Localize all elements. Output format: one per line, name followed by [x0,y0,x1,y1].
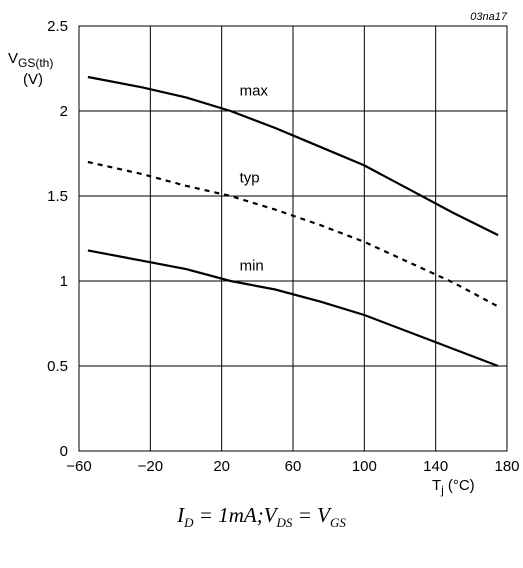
x-axis-label-sub: j [440,483,444,497]
test-condition: ID = 1mA;VDS = VGS [177,503,346,531]
series-min-line [87,249,499,368]
svg-text:VGS(th): VGS(th) [8,50,53,70]
y-tick-label: 2.5 [47,18,68,35]
series-max-line [87,75,499,237]
y-tick-label: 0.5 [47,358,68,375]
x-axis-label: Tj (°C) [432,477,475,497]
plot-frame [78,25,508,452]
x-tick-label: 180 [494,458,519,475]
x-tick-label: −20 [138,458,163,475]
y-axis-label-sub: GS(th) [18,56,53,70]
series-typ-line [87,160,499,308]
x-tick-label: 60 [285,458,302,475]
y-tick-label: 0 [60,443,68,460]
y-axis-label-main: V [8,50,18,67]
y-tick-label: 1.5 [47,188,68,205]
series-min-label: min [240,258,264,275]
series-typ-label: typ [240,169,260,186]
x-tick-label: −60 [66,458,91,475]
svg-text:Tj(°C): Tj (°C) [432,477,475,497]
figure-code: 03na17 [470,11,508,23]
x-tick-label: 20 [213,458,230,475]
x-tick-label: 100 [352,458,377,475]
x-axis-label-main: T [432,477,441,494]
x-axis-unit: (°C) [448,477,475,494]
x-tick-label: 140 [423,458,448,475]
y-tick-label: 1 [60,273,68,290]
grid [78,25,508,452]
y-axis-label: VGS(th) (V) [8,50,53,88]
y-tick-label: 2 [60,103,68,120]
series-group: max typ min [87,75,499,368]
tick-labels: −60 −20 20 60 100 140 180 0 0.5 1 1.5 2 2.5 [47,18,519,475]
y-axis-unit: (V) [23,71,43,88]
series-max-label: max [240,83,269,100]
